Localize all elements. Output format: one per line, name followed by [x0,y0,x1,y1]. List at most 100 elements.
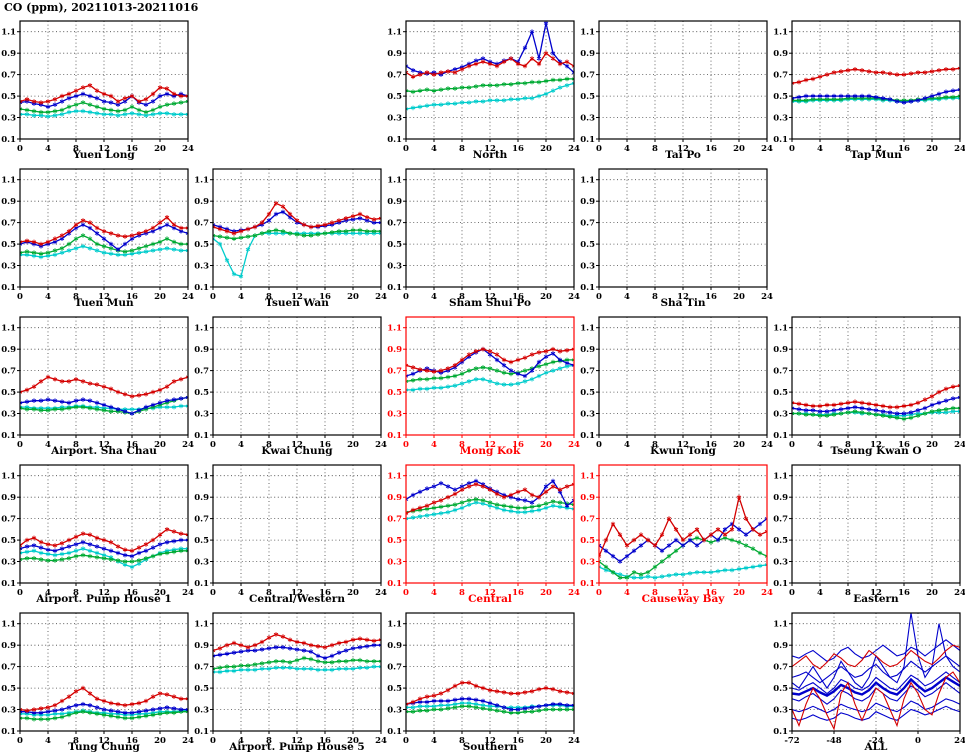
x-tick-label: 24 [568,292,580,302]
page-title: CO (ppm), 20211013-20211016 [4,1,199,14]
chart-title: Tap Mun [850,149,902,161]
x-tick-label: 20 [347,588,359,598]
x-tick-label: 20 [733,292,745,302]
y-tick-label: 1.1 [1,472,16,482]
x-tick-label: 24 [954,588,965,598]
series-markers-cyan [20,243,188,260]
x-tick-label: 8 [652,292,658,302]
chart-title: ALL [864,741,889,753]
x-tick-label: 20 [540,292,552,302]
chart-cell-causeway-bay: 0.1 0.3 0.5 0.7 0.9 1.1 0 4 8 12 16 20 24 Causeway Ba… [579,457,773,605]
x-tick-label: 4 [624,144,630,154]
y-tick-label: 0.1 [194,431,209,441]
y-tick-label: 0.7 [387,218,402,228]
series-markers-red [792,383,960,410]
chart-title: Tuen Mun [74,297,134,309]
x-tick-label: 0 [17,144,23,154]
x-tick-label: 12 [98,144,110,154]
x-tick-label: 0 [403,588,409,598]
y-tick-label: 0.7 [580,218,595,228]
y-tick-label: 0.3 [773,409,788,419]
x-tick-label: 20 [154,292,166,302]
x-tick-label: 24 [568,588,580,598]
y-tick-label: 0.9 [194,641,209,651]
series-markers-red [406,50,574,80]
y-tick-label: 0.9 [1,641,16,651]
chart-canvas: 0.1 0.3 0.5 0.7 0.9 1.1 0 4 8 12 16 20 24 Central [387,464,580,605]
chart-title: Sham Shui Po [449,297,531,309]
series-markers-red [20,374,188,399]
chart-cell-tung-chung: 0.1 0.3 0.5 0.7 0.9 1.1 0 4 8 12 16 20 24 Tung Chung [0,605,194,753]
chart-title: Yuen Long [72,149,135,161]
x-tick-label: 20 [926,588,938,598]
y-tick-label: 0.5 [580,92,595,102]
x-tick-label: 20 [926,440,938,450]
y-tick-label: 0.7 [580,70,595,80]
y-tick-label: 0.9 [194,345,209,355]
chart-cell-tseung-kwan-o: 0.1 0.3 0.5 0.7 0.9 1.1 0 4 8 12 16 20 24 Tseung Kwan… [772,309,965,457]
y-tick-label: 1.1 [387,28,402,38]
y-tick-label: 0.3 [194,705,209,715]
x-tick-label: 4 [238,588,244,598]
chart-canvas: 0.1 0.3 0.5 0.7 0.9 1.1 0 4 8 12 16 20 24 Tuen Mun [1,168,194,309]
x-tick-label: 16 [319,588,331,598]
plot-frame [19,464,189,584]
x-tick-label: 8 [459,736,465,746]
series-markers-green [20,548,188,564]
series-markers-red [406,482,574,516]
y-tick-label: 0.7 [387,70,402,80]
x-tick-label: 16 [319,440,331,450]
plot-frame [212,612,382,732]
y-tick-label: 0.3 [1,409,16,419]
x-tick-label: 12 [291,588,303,598]
chart-canvas: 0.1 0.3 0.5 0.7 0.9 1.1 0 4 8 12 16 20 24 North [387,20,580,161]
series-markers-red [792,65,960,86]
chart-canvas: 0.1 0.3 0.5 0.7 0.9 1.1 0 4 8 12 16 20 24 Mong Kok [387,316,580,457]
x-tick-label: 16 [512,588,524,598]
x-tick-label: 12 [484,588,496,598]
series-markers-blue [20,537,188,559]
y-tick-label: 0.5 [194,684,209,694]
series-markers-blue [213,642,381,661]
x-tick-label: 0 [789,144,795,154]
x-tick-label: 20 [733,144,745,154]
x-tick-label: 4 [238,440,244,450]
plot-frame [791,612,961,732]
x-tick-label: 24 [182,144,194,154]
x-tick-label: 4 [431,292,437,302]
x-tick-label: 8 [459,588,465,598]
x-tick-label: 4 [817,144,823,154]
x-tick-label: 24 [182,440,194,450]
y-tick-label: 0.3 [773,113,788,123]
x-tick-label: 24 [182,292,194,302]
plot-frame [212,316,382,436]
x-tick-label: 0 [596,144,602,154]
x-tick-label: 4 [45,144,51,154]
x-tick-label: 4 [45,440,51,450]
x-tick-label: 0 [596,440,602,450]
y-tick-label: 0.5 [773,92,788,102]
y-tick-label: 0.3 [773,557,788,567]
x-tick-label: 4 [817,440,823,450]
y-tick-label: 0.7 [194,514,209,524]
chart-canvas: 0.1 0.3 0.5 0.7 0.9 1.1 0 4 8 12 16 20 24 Southern [387,612,580,753]
y-tick-label: 0.3 [1,261,16,271]
y-tick-label: 0.9 [387,197,402,207]
y-tick-label: 1.1 [773,28,788,38]
plot-frame [598,464,768,584]
y-tick-label: 0.1 [194,579,209,589]
x-tick-label: 16 [898,440,910,450]
chart-cell-airport-pump-house-5: 0.1 0.3 0.5 0.7 0.9 1.1 0 4 8 12 16 20 24 Airport. Pu… [193,605,387,753]
x-tick-label: 4 [431,588,437,598]
plot-frame [405,464,575,584]
x-tick-label: 16 [319,292,331,302]
x-tick-label: 24 [761,440,773,450]
y-tick-label: 1.1 [194,324,209,334]
series-markers-red [20,83,188,105]
chart-title: Mong Kok [460,445,521,457]
chart-cell-airport-pump-house-1: 0.1 0.3 0.5 0.7 0.9 1.1 0 4 8 12 16 20 24 Airport. Pu… [0,457,194,605]
x-tick-label: 4 [431,736,437,746]
series-markers-green [20,233,188,256]
x-tick-label: 8 [266,588,272,598]
y-tick-label: 0.5 [773,388,788,398]
